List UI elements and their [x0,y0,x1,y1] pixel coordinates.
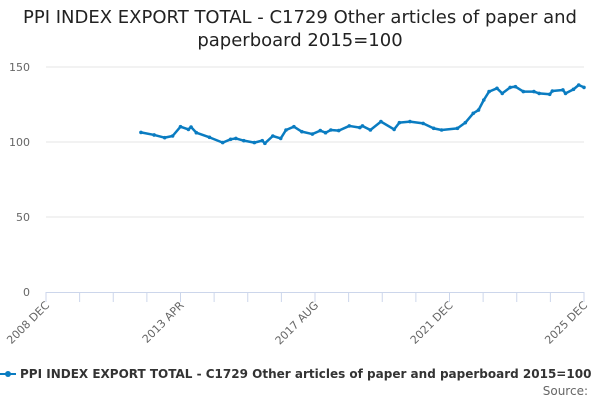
data-point [561,88,565,92]
data-point [323,130,328,135]
legend-item[interactable]: PPI INDEX EXPORT TOTAL - C1729 Other art… [0,367,600,381]
data-point [547,92,552,97]
data-point [162,135,167,140]
data-point [300,129,304,134]
x-tick-label: 2013 APR [140,299,187,346]
data-point [360,124,365,128]
data-point [576,83,581,87]
data-point [194,130,199,135]
data-point [455,126,460,131]
data-point [263,141,267,146]
data-point [329,128,333,132]
data-point [347,124,352,128]
data-point [487,89,491,94]
data-point [537,91,541,96]
data-point [139,130,143,135]
data-point [234,136,238,141]
data-point [513,84,518,89]
data-point [495,86,499,91]
legend-label: PPI INDEX EXPORT TOTAL - C1729 Other art… [20,367,592,381]
data-point [421,121,425,126]
data-point [189,125,193,129]
data-point [207,135,212,140]
data-point [220,140,225,145]
data-point [260,138,265,143]
data-point [397,120,402,125]
chart-title: PPI INDEX EXPORT TOTAL - C1729 Other art… [23,7,577,51]
data-point [481,98,486,102]
x-tick-label: 2008 DEC [4,299,52,347]
data-point [392,127,396,132]
data-point [284,128,288,132]
data-point [439,128,444,132]
x-tick-label: 2025 DEC [542,299,590,347]
data-point [550,89,555,93]
y-tick-label: 150 [9,61,30,74]
data-point [521,89,526,94]
data-point [241,138,246,143]
legend-line-icon [0,371,16,377]
x-tick-label: 2021 DEC [408,299,456,347]
data-point [178,124,183,129]
data-point [292,124,296,129]
data-point [463,120,468,125]
y-tick-label: 100 [9,136,30,149]
data-point [476,108,481,112]
data-point [471,111,476,116]
data-point [368,128,373,132]
y-tick-label: 0 [23,286,30,299]
y-tick-label: 50 [16,211,30,224]
data-point [186,127,191,132]
data-point [431,126,436,131]
data-point [252,140,257,145]
data-point [408,119,412,124]
data-point [508,85,512,90]
data-point [358,125,362,130]
data-point [271,134,275,138]
data-point [318,128,323,133]
data-point [582,85,586,90]
data-point [228,137,233,142]
data-point [563,91,568,96]
data-point [379,119,383,124]
data-point [170,134,175,138]
source-label: Source: [542,384,588,398]
data-point [532,89,536,94]
data-point [336,128,341,133]
data-point [500,91,505,96]
x-tick-label: 2017 AUG [273,299,322,348]
data-point [278,136,283,141]
data-point [310,132,315,136]
data-point [152,133,156,137]
series-line [140,83,585,145]
data-point [571,87,576,92]
